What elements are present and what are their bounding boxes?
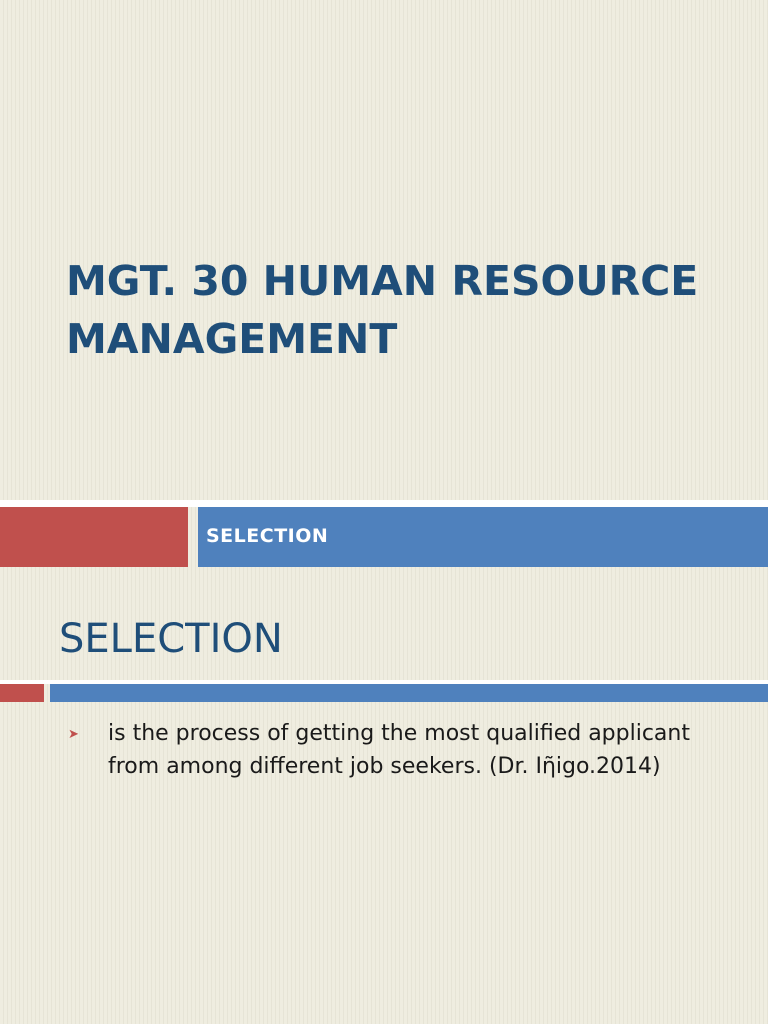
- divider-strip: [0, 680, 768, 684]
- accent-red-block: [0, 684, 44, 702]
- chevron-right-icon: ➤: [68, 727, 79, 742]
- slide-title: SELECTION: [59, 616, 283, 662]
- subtitle-label: SELECTION: [206, 525, 329, 547]
- title-slide: MGT. 30 HUMAN RESOURCE MANAGEMENT SELECT…: [0, 257, 768, 567]
- subtitle-bar: SELECTION: [198, 507, 768, 567]
- presentation-title: MGT. 30 HUMAN RESOURCE MANAGEMENT: [66, 257, 699, 363]
- accent-blue-line: [50, 684, 768, 702]
- bullet-text: is the process of getting the most quali…: [108, 721, 690, 779]
- accent-red-bar: [0, 507, 188, 567]
- divider-strip: [0, 500, 768, 507]
- content-slide: SELECTION ➤ is the process of getting th…: [0, 572, 768, 1024]
